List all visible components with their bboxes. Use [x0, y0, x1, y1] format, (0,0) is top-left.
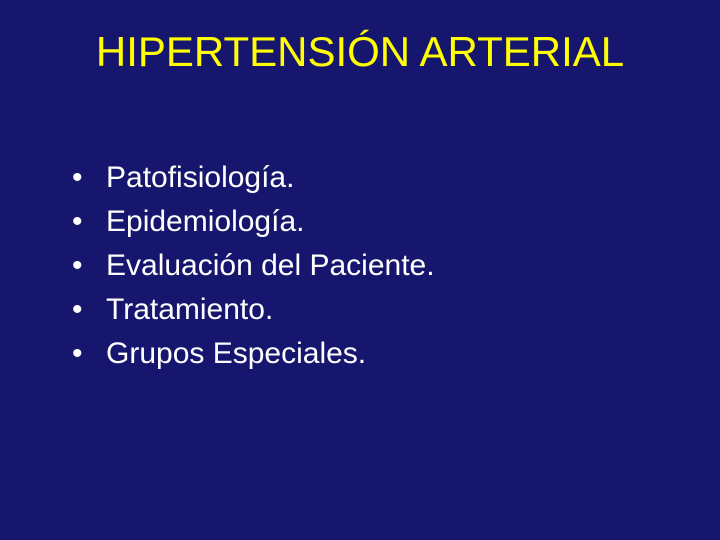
slide: HIPERTENSIÓN ARTERIAL Patofisiología. Ep… [0, 0, 720, 540]
slide-title: HIPERTENSIÓN ARTERIAL [0, 28, 720, 76]
bullet-text: Patofisiología. [106, 161, 294, 194]
list-item: Patofisiología. [64, 156, 435, 200]
list-item: Tratamiento. [64, 288, 435, 332]
bullet-text: Evaluación del Paciente. [106, 249, 435, 282]
list-item: Evaluación del Paciente. [64, 244, 435, 288]
list-item: Grupos Especiales. [64, 332, 435, 376]
bullet-list: Patofisiología. Epidemiología. Evaluació… [64, 156, 435, 376]
bullet-text: Epidemiología. [106, 205, 304, 238]
list-item: Epidemiología. [64, 200, 435, 244]
bullet-text: Tratamiento. [106, 293, 273, 326]
bullet-text: Grupos Especiales. [106, 337, 366, 370]
